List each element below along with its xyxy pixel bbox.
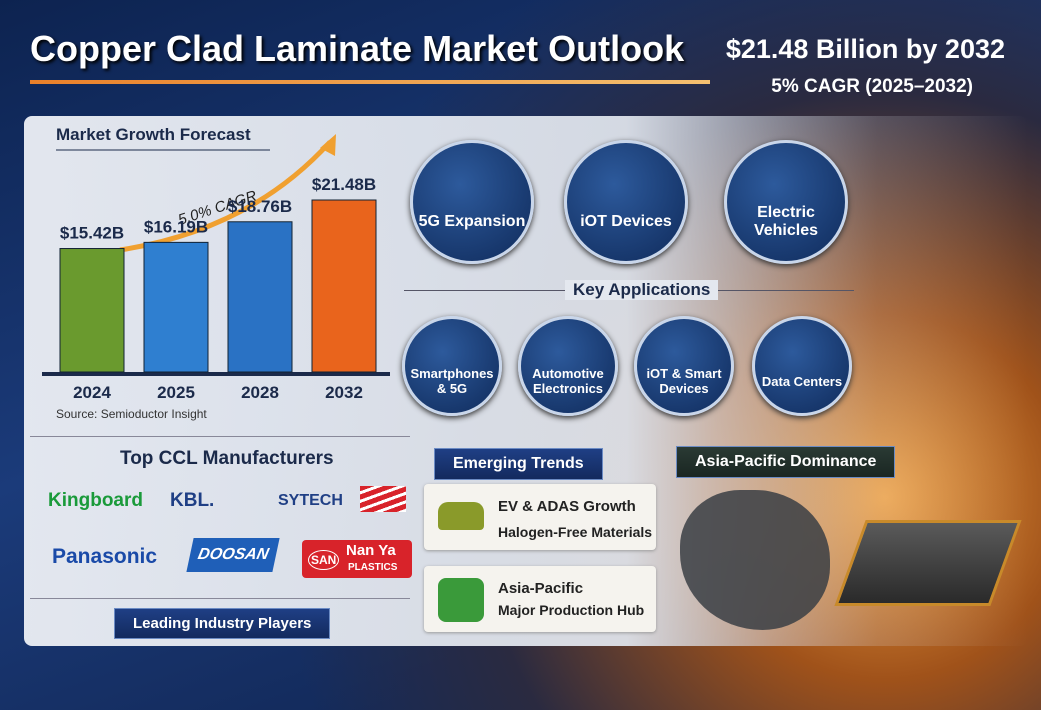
trend-line: EV & ADAS Growth [498,498,636,515]
app-circle: 5G Expansion [410,140,534,264]
footer-tag: Leading Industry Players [114,608,331,639]
rule [30,598,410,599]
x-tick-label: 2028 [241,383,279,402]
trend-card: EV & ADAS Growth Halogen-Free Materials [424,484,656,550]
rule [30,436,410,437]
bar-chart: Market Growth Forecast 5.0% CAGR Source:… [42,125,390,421]
x-tick-label: 2025 [157,383,195,402]
app-circle: Smartphones & 5G [402,316,502,416]
section-tag: Asia-Pacific Dominance [676,446,896,478]
app-circle: Automotive Electronics [518,316,618,416]
map [680,490,830,630]
logo: SAN [308,550,340,570]
bar [311,199,377,373]
trend-card: Asia-Pacific Major Production Hub [424,566,656,632]
trend-line: Asia-Pacific [498,580,584,597]
headline: $21.48 Billion by 2032 [725,34,1005,64]
value-label: $21.48B [312,175,376,194]
app-circle: Data Centers [752,316,852,416]
car-icon [438,502,484,530]
bar [59,248,125,373]
arrow-head [320,134,336,156]
app-circle: Electric Vehicles [724,140,848,264]
recycle-icon [438,578,484,622]
trend-line: Halogen-Free Materials [498,524,653,540]
value-label: $16.19B [144,217,208,236]
cagr: 5% CAGR (2025–2032) [771,76,973,97]
logo: DOOSAN [186,538,280,572]
chart-title: Market Growth Forecast [56,125,251,144]
logo-mark [360,486,406,512]
value-label: $18.76B [228,197,292,216]
app-circle: iOT & Smart Devices [634,316,734,416]
logo: Nan Ya [346,542,396,559]
app-circle: iOT Devices [564,140,688,264]
x-tick-label: 2024 [73,383,111,402]
x-tick-label: 2032 [325,383,363,402]
bar [227,221,293,373]
title: Copper Clad Laminate Market Outlook [30,28,685,69]
chip [834,520,1022,606]
section-title: Key Applications [565,280,719,300]
logo: Kingboard [48,490,143,511]
trend-line: Major Production Hub [498,602,645,618]
logo: PLASTICS [348,562,398,573]
logo: Panasonic [52,545,158,568]
underline [30,80,710,84]
logo: KBL. [170,490,215,511]
section-tag: Emerging Trends [434,448,603,480]
logo: SYTECH [278,492,343,509]
section-title: Top CCL Manufacturers [120,448,334,469]
source: Source: Semioductor Insight [56,407,207,421]
bar [143,241,209,373]
value-label: $15.42B [60,224,124,243]
